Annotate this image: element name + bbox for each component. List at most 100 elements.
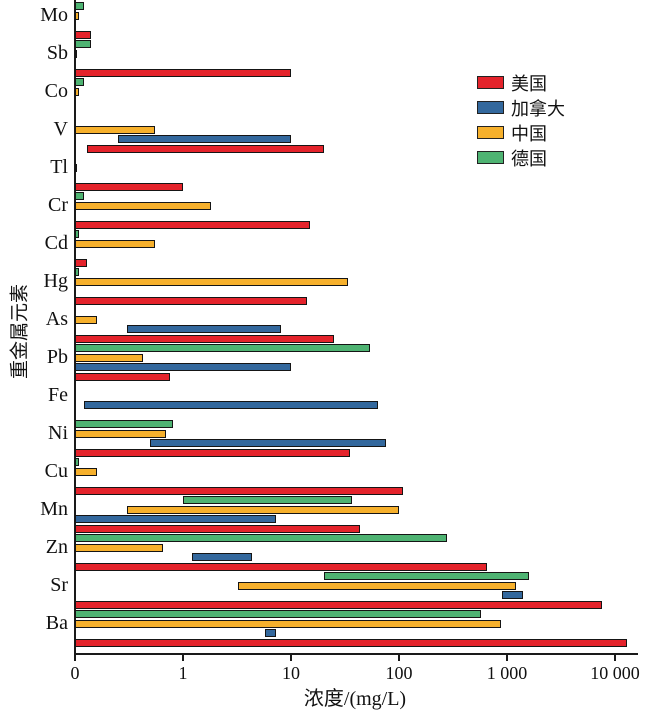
bar-Sb-china: [75, 49, 78, 58]
y-label-Ni: Ni: [48, 422, 68, 444]
y-label-Mn: Mn: [40, 498, 68, 520]
bar-Mn-china: [126, 505, 399, 514]
bar-Hg-usa: [75, 296, 307, 305]
legend-label-canada: 加拿大: [511, 98, 565, 119]
x-axis-title: 浓度/(mg/L): [303, 688, 407, 710]
bar-Sr-canada: [502, 591, 523, 599]
bar-Co-china: [75, 87, 80, 96]
bar-Cu-usa: [75, 486, 404, 495]
bar-Mo-china: [75, 11, 80, 20]
x-tick-label-1000: 1 000: [486, 663, 528, 683]
bar-Mn-usa: [75, 524, 361, 533]
y-label-Mo: Mo: [40, 4, 68, 26]
legend: 美国 加拿大 中国 德国: [477, 70, 565, 170]
bar-Cd-china: [75, 239, 155, 248]
bar-V-china: [75, 125, 155, 134]
bar-Cd-usa: [75, 258, 88, 267]
y-label-Tl: Tl: [50, 156, 68, 178]
legend-row-germany: 德国: [477, 145, 565, 170]
legend-swatch-germany: [477, 151, 504, 164]
x-tick-label-10: 10: [282, 663, 300, 683]
bar-As-usa: [75, 334, 334, 343]
bar-Sr-germany: [323, 572, 530, 580]
bar-Tl-usa: [75, 182, 183, 191]
y-label-Sr: Sr: [50, 574, 68, 596]
bar-Zn-germany: [75, 534, 448, 542]
bar-Mo-usa: [75, 30, 91, 39]
bar-Pb-china: [75, 353, 144, 362]
bar-Co-germany: [75, 78, 84, 86]
bar-Cr-germany: [75, 192, 84, 200]
y-axis-title: 重金属元素: [9, 284, 31, 380]
bar-Ni-usa: [75, 448, 350, 457]
legend-row-canada: 加拿大: [477, 95, 565, 120]
bar-Mn-germany: [183, 496, 353, 504]
x-tick-label-0: 0: [70, 663, 80, 683]
y-label-Cr: Cr: [48, 194, 68, 216]
legend-swatch-usa: [477, 76, 504, 89]
bar-Ba-canada: [264, 629, 277, 637]
bar-Cd-germany: [75, 230, 80, 238]
bar-Tl-china: [75, 163, 78, 172]
y-label-Hg: Hg: [43, 270, 68, 292]
y-label-Fe: Fe: [48, 384, 68, 406]
legend-row-china: 中国: [477, 120, 565, 145]
y-label-Sb: Sb: [46, 42, 68, 64]
bar-Cu-germany: [75, 458, 80, 466]
bar-Ni-germany: [75, 420, 173, 428]
x-axis-line: [74, 653, 638, 655]
bar-Sb-germany: [75, 40, 91, 48]
x-tick-10: [290, 654, 292, 661]
y-label-Co: Co: [44, 80, 68, 102]
legend-label-usa: 美国: [511, 73, 547, 94]
x-tick-100: [398, 654, 400, 661]
bar-Pb-usa: [75, 372, 171, 381]
legend-row-usa: 美国: [477, 70, 565, 95]
y-label-Ba: Ba: [45, 612, 68, 634]
x-tick-1: [182, 654, 184, 661]
y-axis-line: [74, 0, 76, 655]
bar-Mn-canada: [75, 515, 276, 523]
bar-Ba-usa: [75, 638, 628, 647]
x-tick-label-100: 100: [385, 663, 413, 683]
legend-label-china: 中国: [511, 123, 547, 144]
bar-Fe-canada: [83, 401, 379, 409]
bar-Sr-usa: [75, 600, 603, 609]
bar-Sr-china: [237, 581, 516, 590]
bar-Ni-china: [75, 429, 167, 438]
bar-Mo-germany: [75, 2, 84, 10]
bar-As-canada: [126, 325, 281, 333]
bar-Cu-china: [75, 467, 98, 476]
bar-Hg-china: [75, 277, 349, 286]
legend-label-germany: 德国: [511, 148, 547, 169]
bar-Zn-china: [75, 543, 163, 552]
x-tick-label-1: 1: [178, 663, 188, 683]
bar-Ba-germany: [75, 610, 482, 618]
y-label-V: V: [53, 118, 68, 140]
bar-Hg-germany: [75, 268, 80, 276]
bar-Pb-canada: [75, 363, 291, 371]
x-tick-10000: [614, 654, 616, 661]
x-tick-label-10000: 10 000: [590, 663, 640, 683]
legend-swatch-canada: [477, 101, 504, 114]
bar-V-usa: [87, 144, 324, 153]
bar-V-canada: [117, 135, 291, 143]
y-label-Cu: Cu: [44, 460, 68, 482]
bar-Zn-usa: [75, 562, 487, 571]
bar-Zn-canada: [191, 553, 253, 561]
bar-Cr-china: [75, 201, 211, 210]
y-label-Zn: Zn: [45, 536, 68, 558]
bar-As-china: [75, 315, 98, 324]
y-label-Cd: Cd: [44, 232, 68, 254]
y-label-As: As: [45, 308, 68, 330]
x-tick-0: [74, 654, 76, 661]
x-tick-1000: [506, 654, 508, 661]
legend-swatch-china: [477, 126, 504, 139]
bar-Ba-china: [75, 619, 501, 628]
bar-Ni-canada: [150, 439, 386, 447]
y-label-Pb: Pb: [46, 346, 68, 368]
bar-Sb-usa: [75, 68, 291, 77]
bar-Pb-germany: [75, 344, 371, 352]
bar-Cr-usa: [75, 220, 311, 229]
